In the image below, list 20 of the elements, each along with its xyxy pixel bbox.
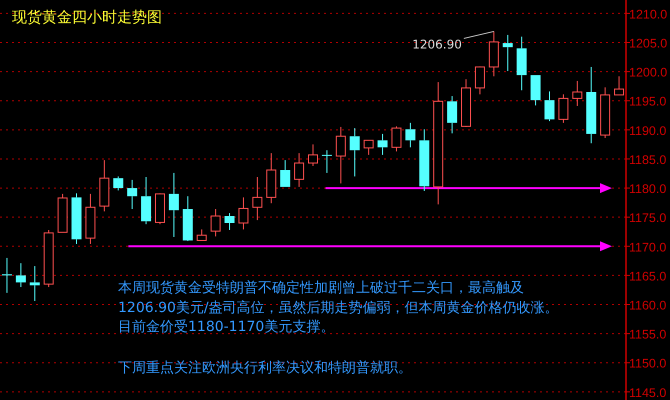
y-tick-label: 1145.0 — [629, 386, 666, 400]
text: 现货黄金四小时走势图 — [12, 8, 162, 26]
annotation: 目前金价受1180-1170美元支撑。 — [118, 319, 334, 335]
y-tick-label: 1190.0 — [629, 124, 666, 138]
y-tick-label: 1200.0 — [629, 66, 668, 80]
annotation: 1206.90 — [412, 37, 462, 52]
y-tick-label: 1155.0 — [629, 328, 666, 342]
y-tick-label: 1175.0 — [629, 211, 666, 226]
y-tick-label: 1195.0 — [629, 94, 666, 109]
y-tick-label: 1150.0 — [629, 356, 666, 371]
y-tick-label: 1185.0 — [629, 152, 666, 167]
y-tick-label: 1205.0 — [629, 36, 668, 51]
annotation: 下周重点关注欧洲央行利率决议和特朗普就职。 — [118, 359, 412, 376]
annotation: 1206.90美元/盎司高位，虽然后期走势偏弱，但本周黄金价格仍收涨。 — [118, 300, 559, 316]
y-tick-label: 1165.0 — [629, 269, 666, 284]
y-tick-label: 1160.0 — [629, 298, 666, 313]
y-tick-label: 1180.0 — [629, 182, 666, 196]
annotation: 本周现货黄金受特朗普不确定性加剧曾上破过千二关口，最高触及 — [118, 279, 524, 296]
y-tick-label: 1210.0 — [629, 7, 668, 22]
y-tick-label: 1170.0 — [629, 240, 666, 254]
